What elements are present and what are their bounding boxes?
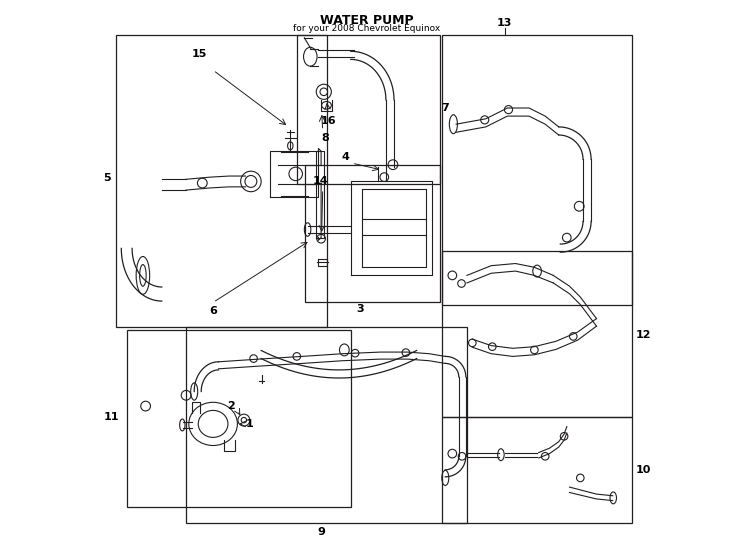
Text: WATER PUMP: WATER PUMP: [320, 14, 414, 26]
Text: 6: 6: [209, 306, 217, 315]
Text: 11: 11: [103, 412, 120, 422]
Bar: [116, 35, 327, 327]
Text: 1: 1: [245, 419, 253, 429]
Text: 9: 9: [317, 527, 325, 537]
Text: 15: 15: [192, 49, 207, 59]
Bar: [442, 417, 631, 523]
Bar: [186, 327, 467, 523]
Bar: [297, 35, 440, 184]
Text: 13: 13: [497, 18, 512, 28]
Text: 4: 4: [341, 152, 349, 161]
Text: for your 2008 Chevrolet Equinox: for your 2008 Chevrolet Equinox: [294, 24, 440, 33]
Text: 14: 14: [312, 176, 328, 186]
Text: 10: 10: [636, 465, 651, 475]
Bar: [442, 251, 631, 417]
Text: 7: 7: [441, 103, 448, 113]
Text: 3: 3: [357, 304, 364, 314]
Text: 8: 8: [321, 133, 330, 143]
Bar: [127, 330, 351, 507]
Text: 16: 16: [320, 117, 336, 126]
Bar: [442, 35, 631, 305]
Text: 2: 2: [227, 401, 235, 411]
Text: 5: 5: [103, 173, 111, 183]
Bar: [305, 165, 440, 302]
Text: 12: 12: [636, 330, 651, 340]
